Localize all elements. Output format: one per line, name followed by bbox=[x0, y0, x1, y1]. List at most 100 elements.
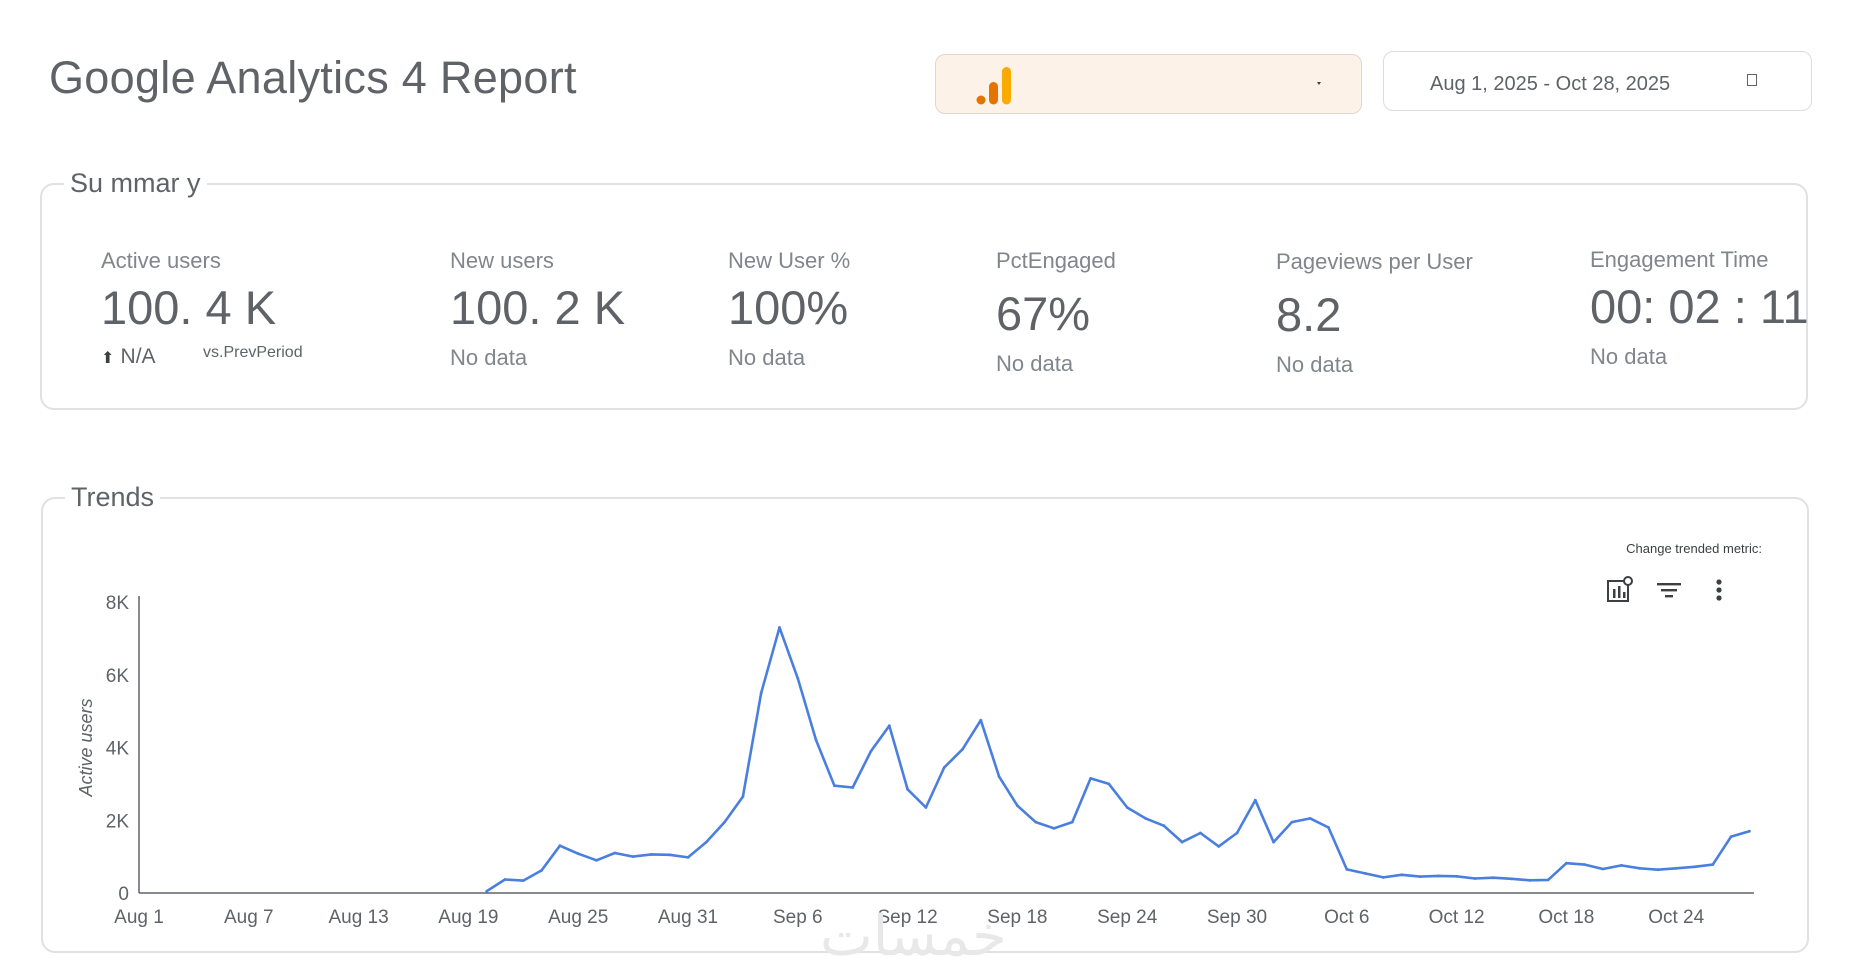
x-tick-label: Sep 18 bbox=[987, 907, 1047, 928]
metric-label: Pageviews per User bbox=[1276, 249, 1473, 274]
data-point bbox=[778, 626, 781, 629]
data-point bbox=[503, 878, 507, 881]
data-point bbox=[723, 820, 726, 824]
x-tick-label: Oct 12 bbox=[1429, 907, 1485, 928]
date-range-text: Aug 1, 2025 - Oct 28, 2025 bbox=[1430, 73, 1671, 95]
data-point bbox=[1674, 866, 1678, 870]
more-vert-icon[interactable] bbox=[1704, 575, 1734, 605]
chart-settings-icon[interactable] bbox=[1604, 575, 1634, 605]
y-axis-title: Active users bbox=[76, 698, 96, 797]
metric-pageviews-per-user: Pageviews per User 8.2 No data bbox=[1276, 249, 1473, 378]
data-point bbox=[1052, 826, 1056, 830]
data-point bbox=[1070, 820, 1074, 824]
data-point bbox=[1711, 863, 1715, 866]
data-point bbox=[1089, 777, 1092, 780]
metric-value: 100% bbox=[728, 281, 849, 334]
data-point bbox=[1162, 824, 1166, 828]
x-tick-label: Oct 6 bbox=[1324, 907, 1369, 928]
data-point bbox=[1638, 866, 1641, 870]
data-point bbox=[759, 691, 763, 695]
data-point bbox=[1583, 863, 1587, 866]
metric-active-users: Active users 100. 4 K ⬆ N/A vs.PrevPerio… bbox=[101, 248, 303, 369]
change-metric-label: Change trended metric: bbox=[1626, 541, 1762, 556]
date-range-picker[interactable]: Aug 1, 2025 - Oct 28, 2025 bbox=[1383, 51, 1812, 111]
x-tick-label: Sep 24 bbox=[1097, 907, 1158, 928]
data-point bbox=[1125, 806, 1129, 809]
trends-panel: Trends Change trended metric: bbox=[41, 482, 1809, 953]
calendar-icon[interactable] bbox=[1747, 74, 1757, 86]
filter-icon[interactable] bbox=[1654, 575, 1684, 605]
data-point bbox=[1016, 804, 1019, 808]
x-tick-label: Aug 7 bbox=[224, 907, 274, 928]
x-tick-label: Sep 6 bbox=[773, 907, 823, 928]
data-point bbox=[906, 787, 909, 791]
metric-value: 67% bbox=[996, 287, 1091, 340]
data-point bbox=[1144, 817, 1147, 820]
data-point bbox=[1034, 820, 1038, 824]
data-point bbox=[887, 724, 891, 728]
arrow-up-icon: ⬆ bbox=[101, 350, 115, 367]
x-tick-label: Aug 13 bbox=[328, 907, 388, 928]
comparison-label: vs.PrevPeriod bbox=[203, 344, 303, 361]
data-point bbox=[1619, 864, 1623, 867]
data-point bbox=[668, 853, 672, 857]
data-point bbox=[1491, 876, 1495, 880]
metric-label: Active users bbox=[101, 248, 221, 273]
metric-label: PctEngaged bbox=[996, 248, 1116, 273]
data-point bbox=[650, 853, 653, 856]
metric-pct-engaged: PctEngaged 67% No data bbox=[996, 248, 1116, 377]
data-point bbox=[1510, 877, 1513, 881]
y-tick-label: 0 bbox=[118, 884, 129, 905]
x-tick-label: Sep 12 bbox=[877, 907, 937, 928]
data-point bbox=[796, 677, 800, 680]
x-tick-label: Aug 31 bbox=[658, 907, 718, 928]
x-tick-label: Aug 25 bbox=[548, 907, 608, 928]
data-point bbox=[540, 869, 543, 872]
summary-legend: Su mmar y bbox=[70, 168, 201, 198]
metric-label: New users bbox=[450, 248, 554, 273]
x-tick-label: Aug 19 bbox=[438, 907, 498, 928]
data-point bbox=[741, 795, 745, 798]
data-point bbox=[1748, 829, 1751, 833]
data-point bbox=[997, 775, 1001, 778]
metric-new-users: New users 100. 2 K No data bbox=[450, 248, 625, 371]
data-point bbox=[1693, 865, 1696, 869]
data-point bbox=[1107, 782, 1111, 786]
x-tick-label: Oct 18 bbox=[1538, 907, 1594, 928]
page-title: Google Analytics 4 Report bbox=[49, 52, 577, 103]
data-point bbox=[485, 889, 489, 893]
data-point bbox=[1308, 817, 1312, 820]
data-point bbox=[1455, 874, 1458, 878]
data-point bbox=[1418, 875, 1422, 878]
metric-sub: No data bbox=[1590, 344, 1668, 369]
data-point bbox=[814, 738, 818, 742]
trend-controls: Change trended metric: bbox=[1602, 541, 1762, 611]
data-point bbox=[833, 784, 836, 788]
data-point bbox=[1400, 873, 1404, 877]
x-tick-label: Oct 24 bbox=[1648, 907, 1704, 928]
data-point bbox=[924, 806, 928, 809]
data-point bbox=[704, 840, 708, 844]
y-tick-label: 8K bbox=[106, 593, 130, 614]
data-point bbox=[1217, 845, 1221, 848]
metric-label: New User % bbox=[728, 248, 851, 273]
data-point bbox=[1253, 798, 1257, 802]
data-point bbox=[851, 786, 855, 789]
metric-engagement-time: Engagement Time 00: 02 : 11 No data bbox=[1590, 247, 1809, 370]
data-point bbox=[631, 855, 635, 858]
data-point bbox=[1199, 831, 1202, 835]
data-point bbox=[1656, 868, 1660, 872]
chevron-down-icon[interactable] bbox=[1317, 82, 1321, 85]
y-tick-label: 6K bbox=[106, 666, 130, 687]
data-point bbox=[1473, 877, 1477, 880]
data-point bbox=[1363, 872, 1367, 875]
ga-bars-logo-icon bbox=[976, 67, 1011, 105]
data-point bbox=[1546, 878, 1550, 882]
data-point bbox=[1601, 867, 1605, 871]
data-point bbox=[942, 766, 946, 769]
account-selector[interactable] bbox=[935, 54, 1362, 114]
data-point bbox=[1180, 840, 1184, 844]
data-point bbox=[1345, 868, 1349, 871]
metric-value: 00: 02 : 11 bbox=[1590, 280, 1809, 333]
